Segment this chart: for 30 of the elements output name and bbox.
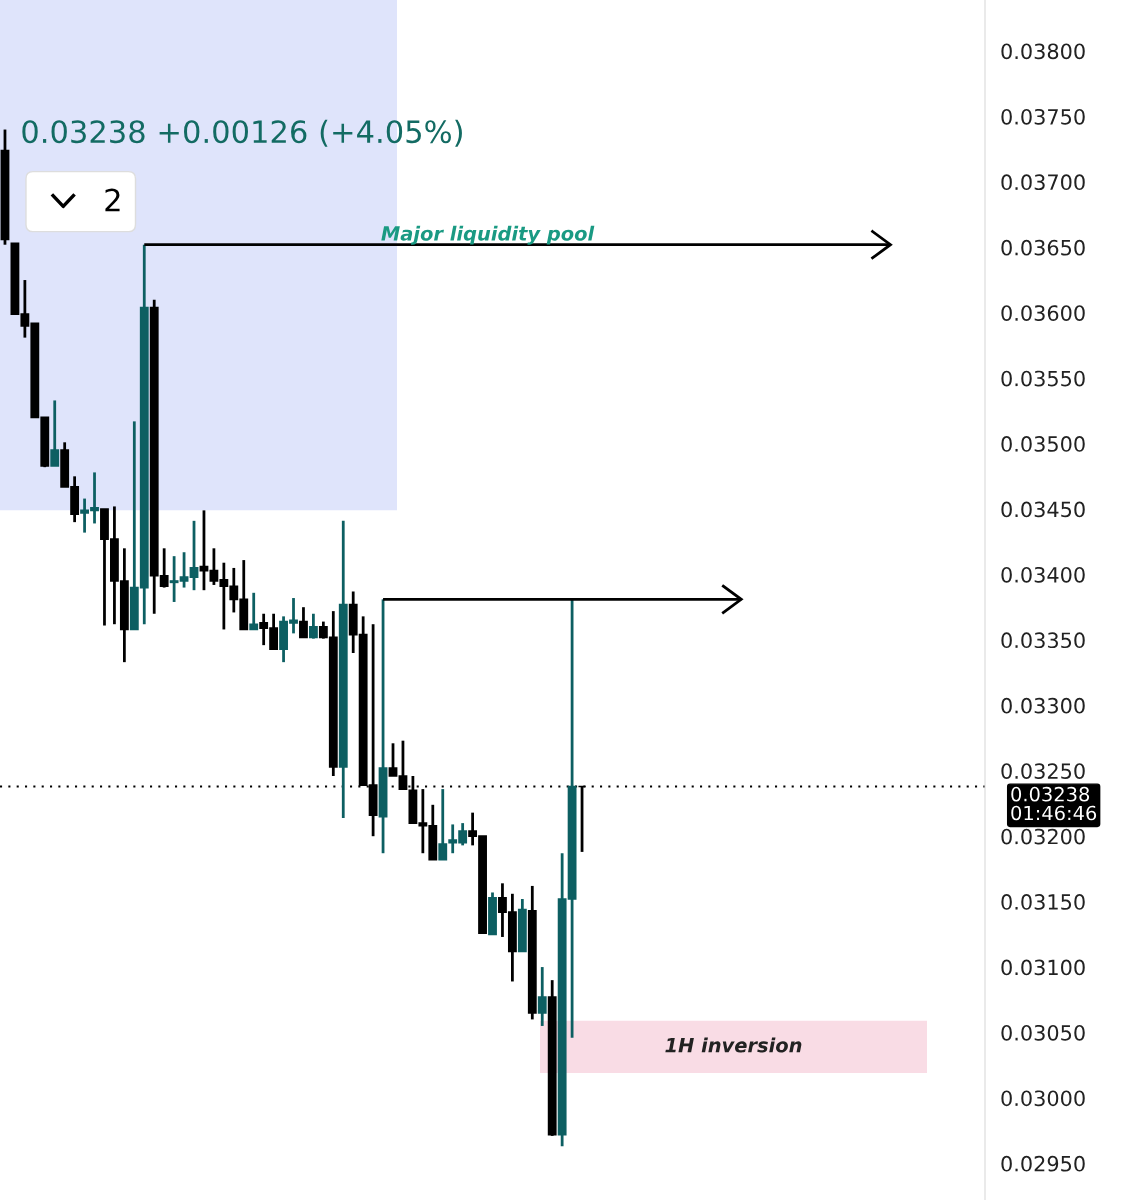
text: 0.03238 +0.00126 (+4.05%) xyxy=(22,119,462,147)
y-tick-label: 0.03000 xyxy=(1001,1090,1085,1107)
y-tick-label: 0.03700 xyxy=(1001,174,1085,191)
candlestick xyxy=(537,965,547,1028)
y-tick-label: 0.03400 xyxy=(1001,566,1085,583)
y-tick-label: 0.03150 xyxy=(1001,894,1085,910)
y-tick-label: 0.03200 xyxy=(1001,828,1085,845)
candlestick xyxy=(299,605,308,639)
candlestick xyxy=(249,591,259,631)
y-tick-label: 0.03600 xyxy=(1001,305,1085,321)
y-tick-label: 0.03250 xyxy=(1001,763,1085,779)
candlestick xyxy=(388,741,398,778)
y-tick-label: 0.03500 xyxy=(1001,436,1085,452)
y-tick-label: 0.03050 xyxy=(1001,1024,1085,1041)
y-tick-label: 0.03750 xyxy=(1001,108,1085,125)
y-tick-label: 0.03450 xyxy=(1001,501,1085,518)
y-tick-label: 0.02950 xyxy=(1001,1155,1085,1172)
candlestick xyxy=(308,612,318,640)
y-tick-label: 0.03800 xyxy=(1001,43,1085,60)
y-tick-label: 0.03550 xyxy=(1001,370,1085,387)
y-tick-label: 0.03650 xyxy=(1001,239,1085,256)
y-tick-label: 0.03350 xyxy=(1001,632,1085,649)
annotation: 2 xyxy=(105,188,120,212)
ref-line-label: 0.03238 01:46:46 xyxy=(1011,786,1097,821)
candlestick xyxy=(50,399,60,468)
candlestick xyxy=(189,519,199,592)
y-tick-label: 0.03100 xyxy=(1001,959,1085,976)
y-tick-label: 0.03300 xyxy=(1001,697,1085,714)
ref-line-label: Major liquidity pool xyxy=(381,225,595,245)
annotation: 1H inversion xyxy=(665,1037,802,1053)
